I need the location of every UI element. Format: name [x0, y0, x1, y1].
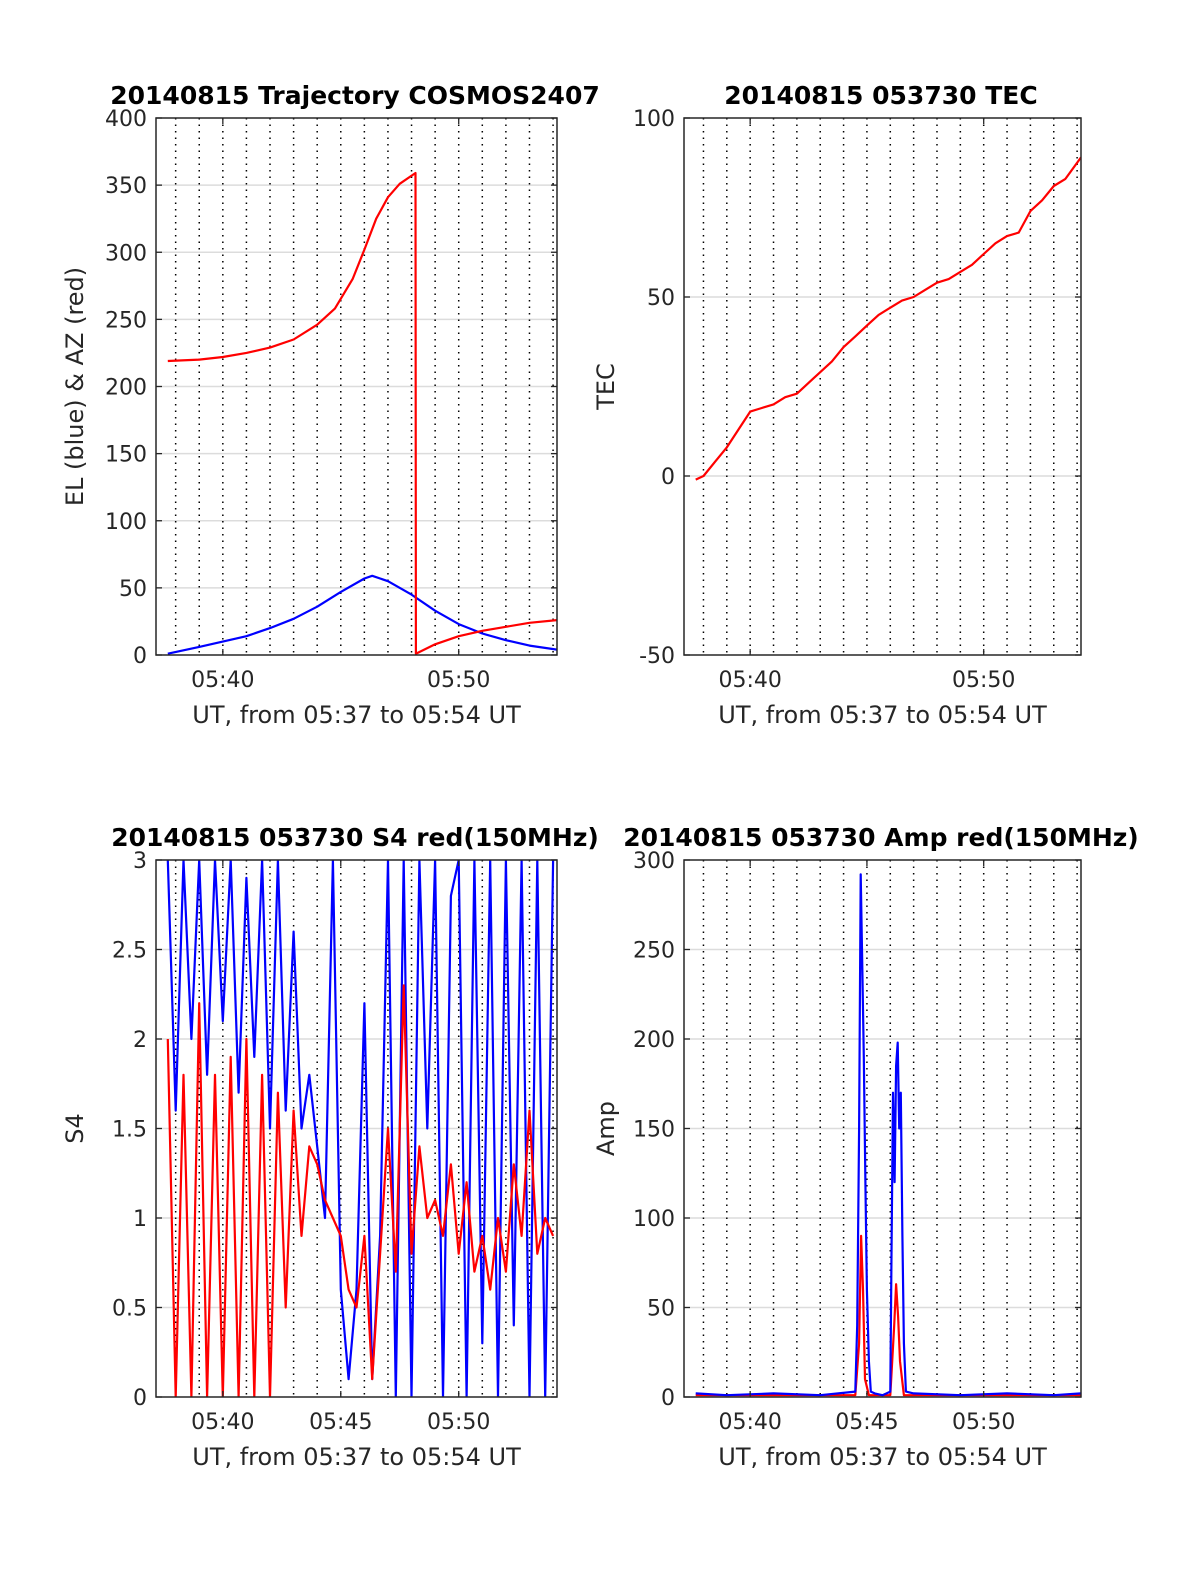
s4-panel: 0 0.5 1 1.5 2 2.5 3 05:40 05:45 05:50 UT, from 05:… [61, 823, 599, 1471]
ytick-label: -50 [639, 644, 675, 669]
xtick-label: 05:40 [191, 1410, 254, 1435]
amp-panel: 0 50 100 150 200 250 300 05:40 05:45 05:50 UT, fro… [592, 823, 1139, 1471]
ytick-label: 250 [105, 308, 147, 333]
axes-box [683, 117, 1082, 656]
xtick-label: 05:50 [952, 668, 1015, 693]
xtick-label: 05:50 [427, 1410, 490, 1435]
ytick-label: 1 [133, 1207, 147, 1232]
chart-title: 20140815 053730 Amp red(150MHz) [623, 823, 1139, 852]
y-axis-label: S4 [61, 1113, 89, 1144]
ytick-label: 0.5 [112, 1297, 147, 1322]
chart-title: 20140815 053730 TEC [724, 81, 1037, 110]
x-axis-label: UT, from 05:37 to 05:54 UT [192, 1443, 521, 1471]
amp-series-0 [695, 1234, 1081, 1397]
chart-title: 20140815 Trajectory COSMOS2407 [110, 81, 600, 110]
y-axis-label: TEC [592, 363, 620, 411]
ytick-label: 0 [133, 1386, 147, 1411]
s4-series-1 [166, 984, 555, 1397]
y-axis-label: Amp [592, 1101, 620, 1156]
xtick-label: 05:50 [952, 1410, 1015, 1435]
ytick-label: 100 [105, 510, 147, 535]
x-axis-label: UT, from 05:37 to 05:54 UT [192, 701, 521, 729]
ytick-label: 50 [119, 577, 147, 602]
ytick-label: 150 [105, 443, 147, 468]
xtick-label: 05:50 [427, 668, 490, 693]
ytick-label: 150 [633, 1118, 675, 1143]
ytick-label: 0 [661, 1386, 675, 1411]
ytick-label: 50 [647, 286, 675, 311]
ytick-label: 300 [633, 849, 675, 874]
ytick-label: 2 [133, 1028, 147, 1053]
ytick-label: 300 [105, 241, 147, 266]
s4-series-0 [166, 860, 555, 1397]
ytick-label: 50 [647, 1297, 675, 1322]
ytick-label: 3 [133, 849, 147, 874]
trajectory-series-1 [167, 171, 557, 655]
ytick-label: 350 [105, 174, 147, 199]
ytick-label: 0 [133, 644, 147, 669]
tec-panel: -50 0 50 100 05:40 05:50 UT, from 05:37 to 05:… [592, 81, 1082, 729]
x-axis-label: UT, from 05:37 to 05:54 UT [718, 701, 1047, 729]
xtick-label: 05:45 [835, 1410, 898, 1435]
ytick-label: 400 [105, 107, 147, 132]
ytick-label: 100 [633, 1207, 675, 1232]
chart-title: 20140815 053730 S4 red(150MHz) [111, 823, 599, 852]
ytick-label: 200 [105, 376, 147, 401]
ytick-label: 100 [633, 107, 675, 132]
xtick-label: 05:40 [191, 668, 254, 693]
xtick-label: 05:40 [718, 1410, 781, 1435]
xtick-label: 05:40 [718, 668, 781, 693]
trajectory-panel: 0 50 100 150 200 250 300 350 400 05:40 05:50 UT, fr… [61, 81, 600, 729]
amp-series-1 [695, 873, 1081, 1397]
ytick-label: 250 [633, 939, 675, 964]
x-axis-label: UT, from 05:37 to 05:54 UT [718, 1443, 1047, 1471]
ytick-label: 200 [633, 1028, 675, 1053]
tec-series-0 [695, 156, 1081, 481]
y-axis-label: EL (blue) & AZ (red) [61, 267, 89, 506]
ytick-label: 2.5 [112, 939, 147, 964]
xtick-label: 05:45 [309, 1410, 372, 1435]
ytick-label: 0 [661, 465, 675, 490]
trajectory-series-0 [167, 574, 557, 655]
ytick-label: 1.5 [112, 1118, 147, 1143]
